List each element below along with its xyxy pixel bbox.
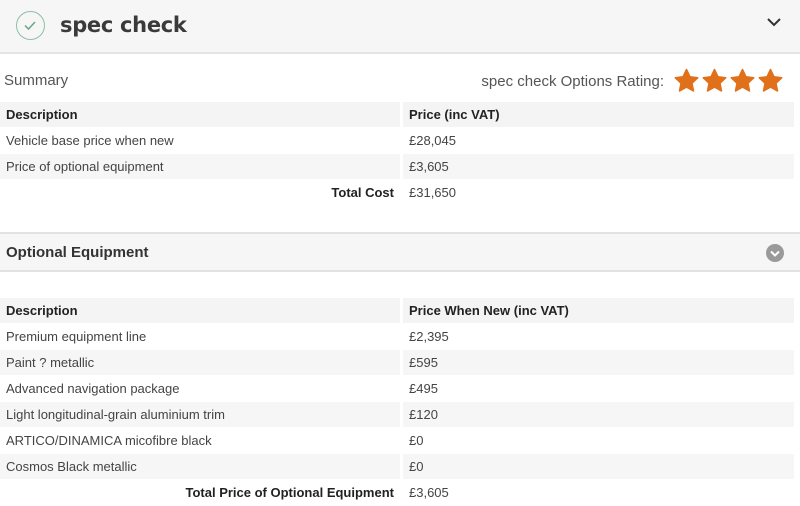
description-cell: Light longitudinal-grain aluminium trim — [0, 402, 400, 427]
options-rating: spec check Options Rating: — [481, 68, 784, 94]
description-cell: Price of optional equipment — [0, 154, 400, 179]
description-cell: Vehicle base price when new — [6, 133, 174, 148]
star-icon — [730, 68, 755, 92]
star-icon — [674, 68, 699, 92]
total-row: Total Cost £31,650 — [0, 180, 794, 205]
table-row: Price of optional equipment £3,605 — [0, 154, 794, 179]
section-title: Optional Equipment — [6, 244, 149, 261]
column-header: Description — [0, 298, 400, 323]
rating-label: spec check Options Rating: — [481, 72, 664, 90]
total-label: Total Price of Optional Equipment — [185, 485, 395, 500]
total-value: £31,650 — [409, 185, 456, 200]
column-header: Price When New (inc VAT) — [403, 298, 794, 323]
summary-table: Description Price (inc VAT) Vehicle base … — [0, 101, 797, 206]
star-icon — [702, 68, 727, 92]
table-row: Paint ? metallic £595 — [0, 350, 794, 375]
page-title: spec check — [60, 13, 187, 37]
column-header: Price (inc VAT) — [403, 102, 794, 127]
price-cell: £3,605 — [403, 154, 794, 179]
description-cell: Premium equipment line — [6, 329, 147, 344]
price-cell: £595 — [403, 350, 794, 375]
price-cell: £2,395 — [409, 329, 449, 344]
optional-equipment-table: Description Price When New (inc VAT) Prem… — [0, 297, 797, 506]
price-cell: £120 — [403, 402, 794, 427]
summary-label: Summary — [4, 72, 69, 89]
spec-check-header[interactable]: spec check — [0, 0, 800, 54]
table-row: ARTICO/DINAMICA micofibre black £0 — [0, 428, 794, 453]
column-header: Description — [0, 102, 400, 127]
description-cell: ARTICO/DINAMICA micofibre black — [6, 433, 212, 448]
description-cell: Paint ? metallic — [0, 350, 400, 375]
price-cell: £28,045 — [409, 133, 456, 148]
price-cell: £0 — [409, 433, 424, 448]
total-row: Total Price of Optional Equipment £3,605 — [0, 480, 794, 505]
price-cell: £0 — [403, 454, 794, 479]
description-cell: Advanced navigation package — [6, 381, 180, 396]
table-row: Light longitudinal-grain aluminium trim £… — [0, 402, 794, 427]
star-icon — [758, 68, 783, 92]
table-row: Premium equipment line £2,395 — [0, 324, 794, 349]
total-label: Total Cost — [331, 185, 394, 200]
table-row: Advanced navigation package £495 — [0, 376, 794, 401]
check-circle-icon — [16, 11, 45, 40]
table-row: Vehicle base price when new £28,045 — [0, 128, 794, 153]
optional-equipment-header[interactable]: Optional Equipment — [0, 232, 800, 272]
total-value: £3,605 — [409, 485, 449, 500]
chevron-down-circle-icon[interactable] — [766, 244, 784, 262]
chevron-down-icon[interactable] — [766, 14, 782, 35]
table-row: Cosmos Black metallic £0 — [0, 454, 794, 479]
description-cell: Cosmos Black metallic — [0, 454, 400, 479]
price-cell: £495 — [409, 381, 438, 396]
